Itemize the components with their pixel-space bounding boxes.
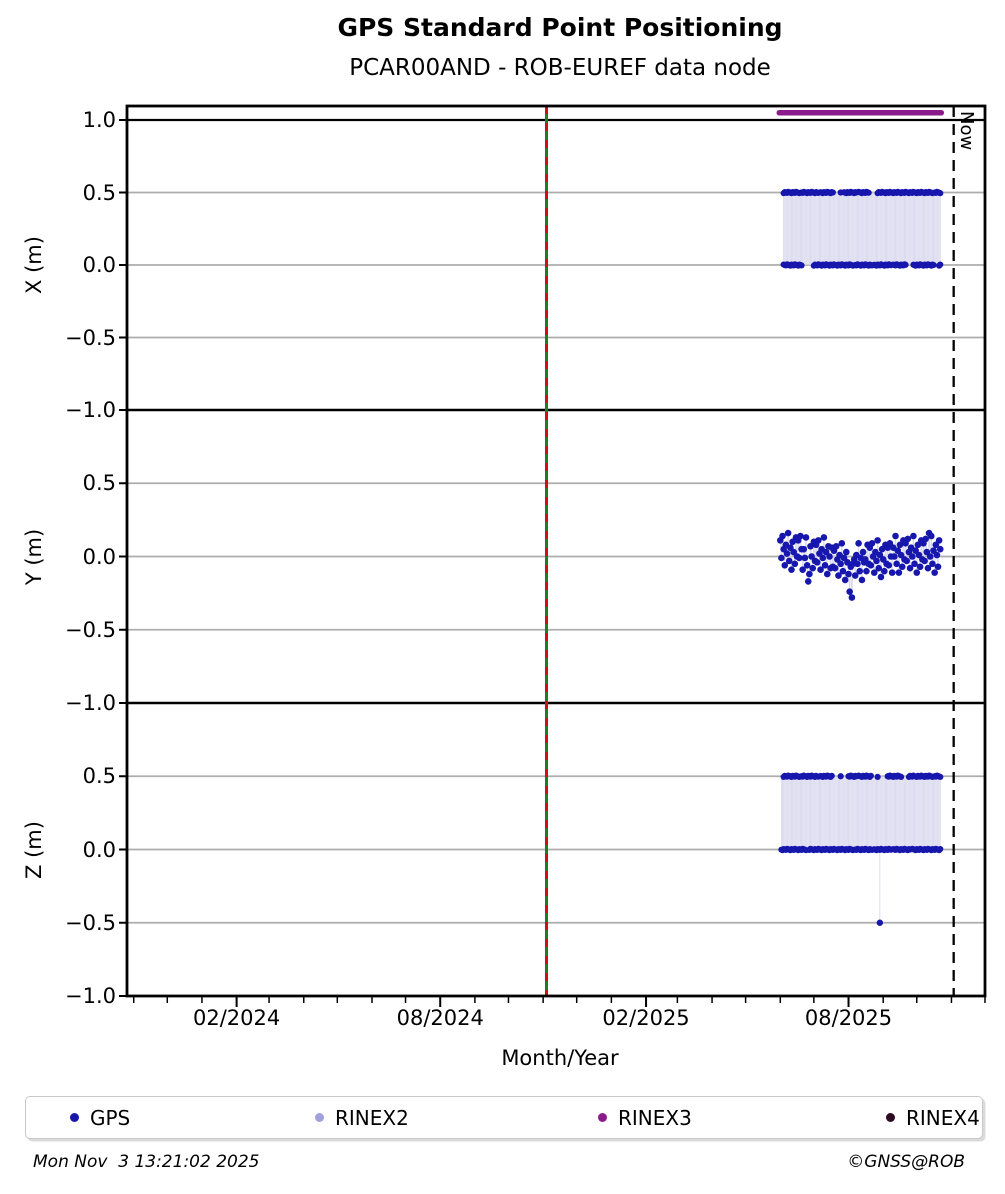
y-tick-label: −1.0 <box>65 398 116 422</box>
y-tick-label: 0.0 <box>82 544 116 569</box>
y-tick-label: 1.0 <box>82 108 116 132</box>
y-tick-label: −0.5 <box>65 325 116 350</box>
credit: ©GNSS@ROB <box>847 1152 965 1172</box>
x-axis-label: Month/Year <box>501 1046 619 1070</box>
legend-item-rinex2: RINEX2 <box>315 1097 409 1138</box>
panel-2-connectors <box>780 776 941 923</box>
timestamp: Mon Nov 3 13:21:02 2025 <box>33 1152 260 1172</box>
chart-title: GPS Standard Point Positioning <box>337 13 783 42</box>
y-tick-label: −1.0 <box>65 984 116 1008</box>
panel-2-gps-points <box>778 772 944 926</box>
legend-item-rinex4: RINEX4 <box>886 1097 980 1138</box>
legend-box: GPS RINEX2 RINEX3 RINEX4 <box>25 1096 983 1139</box>
rinex4-marker-icon <box>886 1113 895 1122</box>
legend-label-rinex3: RINEX3 <box>618 1105 692 1130</box>
chart-subtitle: PCAR00AND - ROB-EUREF data node <box>349 55 771 81</box>
legend-item-rinex3: RINEX3 <box>598 1097 692 1138</box>
y-tick-label: 0.0 <box>82 837 116 862</box>
x-tick-label: 02/2025 <box>602 1006 690 1030</box>
now-label: Now <box>956 111 977 151</box>
y-tick-label: 0.5 <box>82 764 116 789</box>
y-tick-label: 0.5 <box>82 471 116 496</box>
panel-0-gps-points <box>780 188 944 269</box>
x-tick-label: 08/2025 <box>804 1006 893 1030</box>
rinex2-marker-icon <box>315 1113 324 1122</box>
y-axis-label-x: X (m) <box>22 236 46 294</box>
rinex3-marker-icon <box>598 1113 607 1122</box>
y-tick-label: −0.5 <box>65 910 116 935</box>
legend-item-gps: GPS <box>70 1097 130 1138</box>
legend-label-rinex4: RINEX4 <box>906 1105 980 1130</box>
x-tick-label: 08/2024 <box>396 1006 484 1030</box>
legend-label-gps: GPS <box>90 1105 131 1130</box>
panel-0-connectors <box>783 192 941 265</box>
y-axis-label-z: Z (m) <box>22 821 46 879</box>
y-tick-label: −0.5 <box>65 617 116 642</box>
legend-label-rinex2: RINEX2 <box>335 1105 409 1130</box>
gps-marker-icon <box>70 1113 79 1122</box>
y-axis-label-y: Y (m) <box>22 528 46 586</box>
y-tick-label: 0.0 <box>82 253 116 277</box>
x-tick-label: 02/2024 <box>193 1006 281 1030</box>
y-tick-label: 0.5 <box>82 180 116 205</box>
panel-1-gps-points <box>776 529 944 601</box>
y-tick-label: −1.0 <box>65 691 116 715</box>
